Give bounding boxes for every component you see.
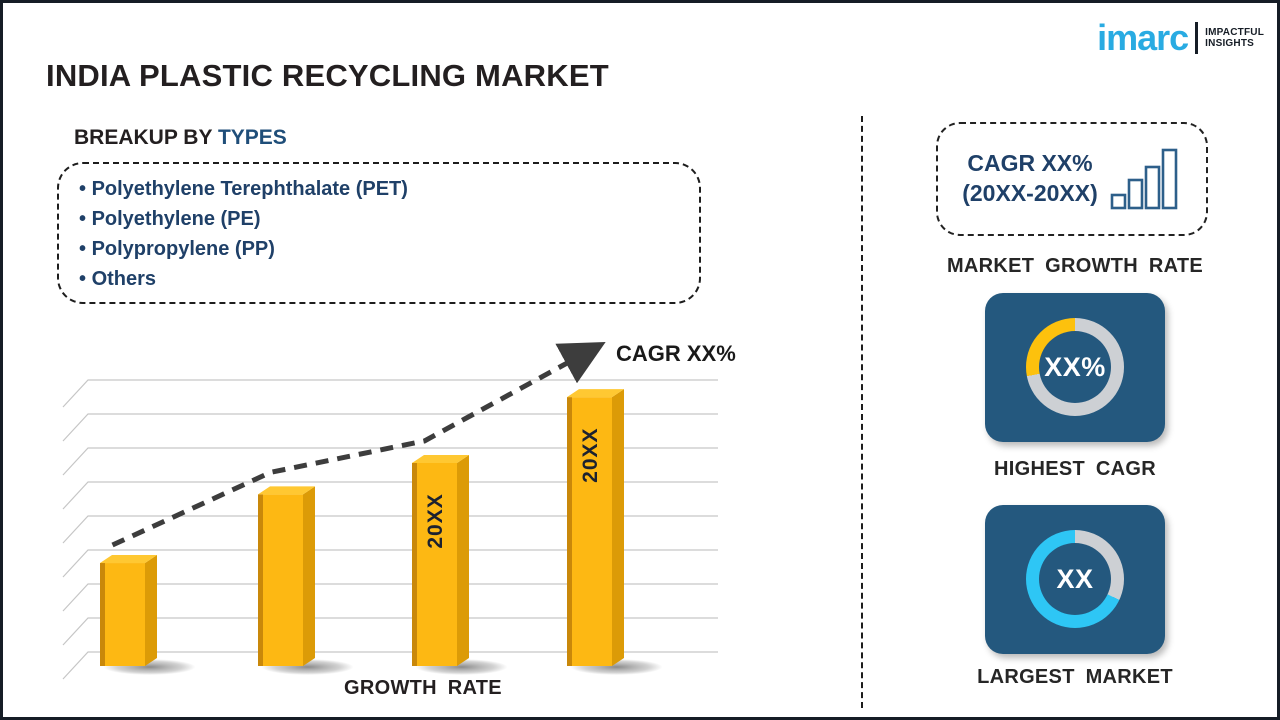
svg-text:20XX: 20XX — [424, 493, 447, 548]
logo-tagline: IMPACTFUL INSIGHTS — [1205, 26, 1264, 50]
breakup-types-box: Polyethylene Terephthalate (PET) Polyeth… — [57, 162, 701, 304]
imarc-brand-text: imarc — [1097, 17, 1189, 58]
largest-market-value: XX — [1056, 563, 1094, 594]
cagr-value-text: CAGR XX% (20XX-20XX) — [962, 150, 1098, 206]
largest-market-card: XX — [985, 505, 1165, 654]
highest-cagr-label: HIGHEST CAGR — [994, 458, 1156, 480]
chart-cagr-label: CAGR XX% — [616, 341, 736, 366]
bar-chart-canvas: 20XX 20XX — [62, 341, 718, 680]
list-item: Polyethylene Terephthalate (PET) — [79, 174, 689, 204]
list-item: Others — [79, 264, 689, 294]
largest-market-donut: XX — [1026, 530, 1124, 628]
chart-x-axis-label: GROWTH RATE — [344, 677, 502, 699]
imarc-logo: imarc IMPACTFUL INSIGHTS — [1097, 20, 1264, 56]
page-title: INDIA PLASTIC RECYCLING MARKET — [46, 58, 609, 93]
list-item: Polyethylene (PE) — [79, 204, 689, 234]
section-divider — [861, 116, 863, 708]
logo-divider — [1195, 22, 1199, 54]
largest-market-label: LARGEST MARKET — [977, 666, 1173, 688]
highest-cagr-donut: XX% — [1026, 318, 1124, 416]
highest-cagr-value: XX% — [1044, 351, 1106, 382]
growth-rate-chart: 20XX 20XX CAGR XX% GROWTH RATE — [60, 340, 736, 715]
breakup-types-list: Polyethylene Terephthalate (PET) Polyeth… — [79, 174, 689, 294]
market-growth-rate-label: MARKET GROWTH RATE — [946, 255, 1204, 277]
highest-cagr-card: XX% — [985, 293, 1165, 442]
market-growth-rate-box: CAGR XX% (20XX-20XX) — [936, 122, 1208, 236]
svg-text:20XX: 20XX — [579, 427, 602, 482]
list-item: Polypropylene (PP) — [79, 234, 689, 264]
breakup-heading-highlight: TYPES — [217, 126, 287, 149]
breakup-heading: BREAKUP BY TYPES — [74, 126, 287, 149]
bar-chart-icon — [1110, 148, 1178, 210]
